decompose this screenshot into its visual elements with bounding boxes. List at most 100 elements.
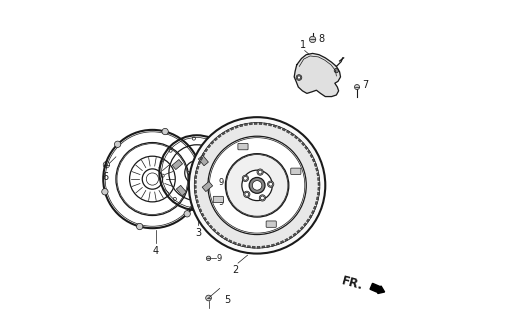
- Circle shape: [102, 188, 108, 195]
- Circle shape: [296, 75, 302, 80]
- Circle shape: [162, 128, 168, 135]
- Polygon shape: [197, 166, 199, 169]
- Bar: [198, 155, 208, 166]
- Circle shape: [136, 223, 143, 230]
- Text: 4: 4: [152, 246, 158, 256]
- Circle shape: [267, 181, 274, 188]
- Polygon shape: [300, 226, 304, 230]
- Polygon shape: [242, 244, 246, 247]
- Text: 9: 9: [218, 198, 224, 207]
- Polygon shape: [307, 219, 310, 222]
- Text: FR.: FR.: [340, 275, 365, 293]
- Polygon shape: [291, 133, 294, 136]
- Polygon shape: [247, 245, 250, 248]
- Circle shape: [206, 256, 211, 260]
- Polygon shape: [294, 53, 340, 97]
- Polygon shape: [298, 139, 301, 142]
- Text: 2: 2: [232, 265, 238, 275]
- Polygon shape: [196, 200, 199, 203]
- Polygon shape: [254, 123, 257, 124]
- Polygon shape: [195, 190, 197, 193]
- Polygon shape: [264, 123, 267, 125]
- Text: 6: 6: [103, 172, 109, 182]
- Polygon shape: [222, 132, 225, 135]
- Polygon shape: [271, 244, 274, 246]
- Text: 3: 3: [195, 228, 201, 237]
- Polygon shape: [224, 237, 228, 240]
- Polygon shape: [297, 230, 300, 233]
- Circle shape: [200, 164, 202, 167]
- Polygon shape: [244, 123, 247, 126]
- Polygon shape: [257, 246, 260, 248]
- Circle shape: [355, 84, 360, 90]
- Polygon shape: [277, 126, 281, 129]
- Polygon shape: [195, 171, 198, 174]
- Circle shape: [242, 175, 248, 181]
- Polygon shape: [311, 211, 314, 214]
- Circle shape: [297, 76, 300, 79]
- Polygon shape: [317, 178, 320, 180]
- Polygon shape: [230, 127, 234, 130]
- Circle shape: [252, 180, 262, 190]
- Polygon shape: [268, 124, 272, 126]
- Polygon shape: [218, 135, 221, 138]
- Polygon shape: [317, 192, 319, 195]
- Circle shape: [206, 295, 212, 301]
- Polygon shape: [276, 242, 280, 245]
- Polygon shape: [301, 142, 305, 146]
- Polygon shape: [200, 157, 203, 160]
- Polygon shape: [305, 146, 308, 149]
- Circle shape: [245, 192, 249, 196]
- Polygon shape: [210, 225, 213, 228]
- Circle shape: [114, 141, 121, 148]
- Polygon shape: [228, 240, 232, 243]
- Polygon shape: [293, 233, 296, 236]
- Circle shape: [261, 196, 264, 200]
- Circle shape: [189, 117, 326, 253]
- Text: 7: 7: [362, 80, 368, 91]
- Circle shape: [184, 211, 190, 217]
- Circle shape: [197, 163, 203, 170]
- Bar: [172, 159, 182, 170]
- Circle shape: [194, 123, 320, 248]
- Polygon shape: [199, 209, 202, 212]
- Polygon shape: [310, 154, 313, 158]
- Polygon shape: [282, 128, 286, 131]
- Polygon shape: [314, 163, 317, 166]
- Polygon shape: [309, 215, 312, 218]
- Text: 9: 9: [218, 178, 224, 187]
- Circle shape: [192, 179, 194, 181]
- Circle shape: [188, 172, 190, 174]
- Polygon shape: [313, 206, 316, 209]
- Circle shape: [242, 170, 272, 201]
- Polygon shape: [238, 243, 241, 246]
- Polygon shape: [317, 173, 319, 176]
- Circle shape: [243, 176, 247, 180]
- Polygon shape: [259, 123, 262, 124]
- Polygon shape: [240, 124, 243, 127]
- Circle shape: [257, 169, 263, 175]
- Polygon shape: [318, 182, 320, 185]
- Circle shape: [208, 136, 306, 235]
- Polygon shape: [203, 217, 206, 221]
- FancyBboxPatch shape: [213, 196, 223, 203]
- Polygon shape: [194, 185, 196, 188]
- Polygon shape: [287, 130, 290, 133]
- Polygon shape: [318, 187, 320, 190]
- FancyBboxPatch shape: [266, 221, 276, 227]
- Polygon shape: [207, 145, 211, 148]
- Polygon shape: [304, 223, 307, 226]
- Polygon shape: [316, 168, 318, 171]
- Polygon shape: [194, 180, 196, 183]
- Circle shape: [192, 164, 194, 167]
- Polygon shape: [213, 228, 216, 232]
- FancyBboxPatch shape: [238, 143, 248, 150]
- Text: 9: 9: [217, 254, 222, 263]
- Circle shape: [244, 191, 250, 197]
- Polygon shape: [201, 213, 204, 217]
- Circle shape: [334, 68, 339, 73]
- Circle shape: [200, 179, 202, 181]
- Polygon shape: [197, 204, 200, 208]
- Polygon shape: [285, 238, 288, 241]
- Polygon shape: [252, 246, 255, 248]
